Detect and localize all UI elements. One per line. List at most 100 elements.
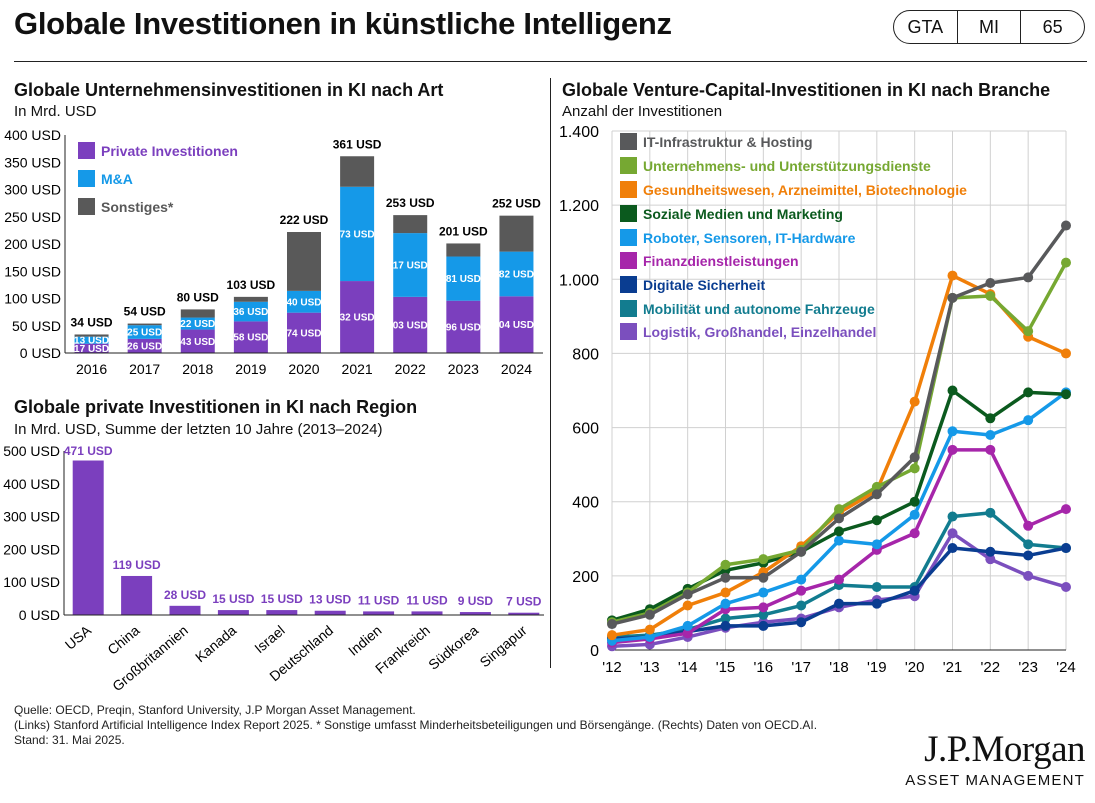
bar-segment bbox=[233, 301, 268, 322]
bar-segment bbox=[233, 296, 268, 302]
series-point bbox=[682, 620, 693, 631]
series-point bbox=[871, 515, 882, 526]
x-tick-label: Südkorea bbox=[425, 622, 481, 673]
y-tick-label: 350 USD bbox=[4, 154, 61, 170]
x-tick-label: '19 bbox=[867, 659, 887, 676]
segment-label: 17 USD bbox=[74, 344, 109, 355]
series-point bbox=[871, 598, 882, 609]
series-point bbox=[720, 587, 731, 598]
x-tick-label: 2024 bbox=[501, 361, 532, 377]
legend-swatch bbox=[78, 142, 95, 159]
series-point bbox=[985, 546, 996, 557]
bar-segment bbox=[127, 323, 162, 326]
bar-segment bbox=[340, 156, 375, 187]
total-label: 361 USD bbox=[333, 137, 382, 151]
value-label: 28 USD bbox=[164, 588, 206, 602]
bar-segment bbox=[499, 215, 534, 252]
y-tick-label: 400 USD bbox=[3, 476, 60, 492]
bar-segment bbox=[180, 309, 215, 318]
legend-label: Logistik, Großhandel, Einzelhandel bbox=[643, 324, 876, 340]
series-point bbox=[871, 539, 882, 550]
segment-label: 26 USD bbox=[127, 341, 162, 352]
series-point bbox=[947, 511, 958, 522]
series-point bbox=[985, 554, 996, 565]
region-bar bbox=[121, 575, 153, 615]
badge-page: 65 bbox=[1042, 16, 1063, 37]
series-point bbox=[909, 585, 920, 596]
series-point bbox=[644, 609, 655, 620]
legend-swatch bbox=[620, 205, 637, 222]
y-tick-label: 1.200 bbox=[559, 198, 599, 215]
series-point bbox=[682, 600, 693, 611]
x-tick-label: '22 bbox=[981, 659, 1001, 676]
type-chart-title: Globale Unternehmensinvestitionen in KI … bbox=[14, 80, 444, 100]
segment-label: 25 USD bbox=[127, 328, 162, 339]
legend-label: Mobilität und autonome Fahrzeuge bbox=[643, 301, 875, 317]
region-bar bbox=[363, 611, 395, 615]
bar-segment bbox=[446, 256, 481, 301]
y-tick-label: 200 USD bbox=[3, 541, 60, 557]
series-point bbox=[1023, 539, 1034, 550]
series-point bbox=[1061, 348, 1071, 359]
series-point bbox=[947, 292, 958, 303]
segment-label: 58 USD bbox=[233, 333, 268, 344]
segment-label: 82 USD bbox=[499, 269, 534, 280]
x-tick-label: 2021 bbox=[342, 361, 373, 377]
logo-name: J.P.Morgan bbox=[924, 729, 1085, 770]
y-tick-label: 1.000 bbox=[559, 272, 599, 289]
bar-segment bbox=[287, 232, 321, 291]
y-tick-label: 300 USD bbox=[3, 509, 60, 525]
x-tick-label: 2018 bbox=[182, 361, 213, 377]
total-label: 252 USD bbox=[492, 197, 541, 211]
series-point bbox=[1023, 272, 1034, 283]
total-label: 222 USD bbox=[280, 213, 329, 227]
series-point bbox=[796, 600, 807, 611]
series-point bbox=[871, 481, 882, 492]
legend-swatch bbox=[620, 133, 637, 150]
segment-label: 43 USD bbox=[180, 337, 215, 348]
series-point bbox=[909, 528, 920, 539]
series-point bbox=[834, 504, 844, 515]
series-point bbox=[909, 452, 920, 463]
bar-segment bbox=[499, 251, 534, 297]
y-tick-label: 400 bbox=[572, 495, 599, 512]
legend-label: Unternehmens- und Unterstützungsdienste bbox=[643, 158, 931, 174]
bar-segment bbox=[180, 317, 215, 330]
bar-segment bbox=[74, 336, 109, 344]
legend-label: Digitale Sicherheit bbox=[643, 277, 765, 293]
x-tick-label: Singapur bbox=[477, 622, 530, 670]
legend-label: Roboter, Sensoren, IT-Hardware bbox=[643, 230, 856, 246]
x-tick-label: '12 bbox=[602, 659, 622, 676]
x-tick-label: 2017 bbox=[129, 361, 160, 377]
x-tick-label: '13 bbox=[640, 659, 660, 676]
y-tick-label: 150 USD bbox=[4, 263, 61, 279]
x-tick-label: '20 bbox=[905, 659, 925, 676]
series-point bbox=[1061, 543, 1071, 554]
bar-segment bbox=[287, 312, 321, 353]
footnote-date: Stand: 31. Mai 2025. bbox=[14, 733, 125, 747]
x-tick-label: 2016 bbox=[76, 361, 107, 377]
badge-mi: MI bbox=[958, 11, 1022, 43]
bar-segment bbox=[393, 296, 428, 353]
series-point bbox=[909, 509, 920, 520]
y-tick-label: 500 USD bbox=[3, 443, 60, 459]
y-tick-label: 1.400 bbox=[559, 124, 599, 141]
region-bar bbox=[72, 460, 104, 615]
legend-swatch bbox=[620, 181, 637, 198]
legend-label: Gesundheitswesen, Arzneimittel, Biotechn… bbox=[643, 182, 967, 198]
y-tick-label: 400 USD bbox=[4, 127, 61, 143]
logo-subtitle: ASSET MANAGEMENT bbox=[905, 772, 1085, 789]
series-point bbox=[985, 429, 996, 440]
region-bar bbox=[217, 610, 249, 615]
legend-label: Private Investitionen bbox=[101, 143, 238, 159]
region-bar bbox=[411, 611, 443, 615]
badge-gta: GTA bbox=[894, 11, 958, 43]
x-tick-label: 2022 bbox=[395, 361, 426, 377]
bar-segment bbox=[340, 281, 375, 353]
legend-swatch bbox=[620, 229, 637, 246]
series-point bbox=[720, 613, 731, 624]
bar-segment bbox=[287, 290, 321, 313]
value-label: 471 USD bbox=[64, 444, 113, 458]
legend-swatch bbox=[78, 198, 95, 215]
bar-segment bbox=[74, 334, 109, 337]
